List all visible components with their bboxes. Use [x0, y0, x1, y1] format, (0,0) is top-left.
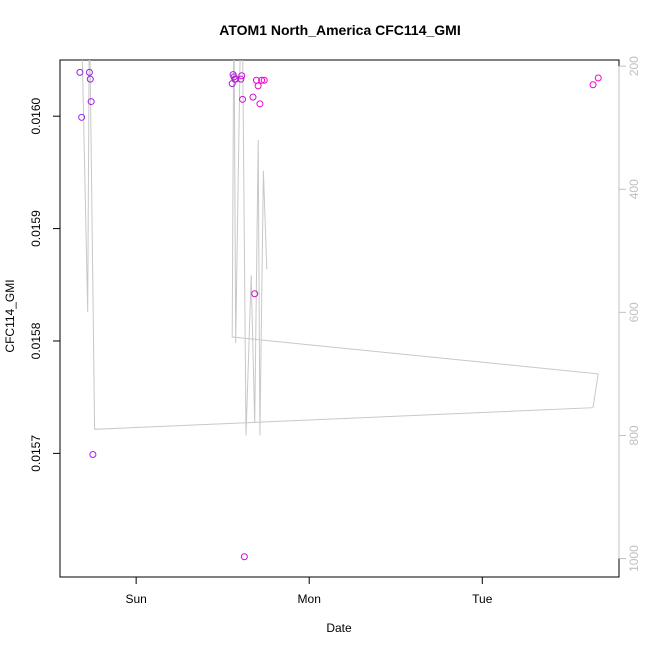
- data-point: [251, 290, 259, 298]
- data-point: [589, 81, 597, 89]
- data-point: [249, 93, 257, 101]
- x-tick-label: Mon: [298, 592, 321, 606]
- right-tick-label: 800: [627, 425, 641, 445]
- data-point: [258, 76, 266, 84]
- y-tick-label: 0.0157: [29, 435, 43, 472]
- data-point: [232, 75, 240, 83]
- y-tick-label: 0.0158: [29, 322, 43, 359]
- y-tick-label: 0.0159: [29, 210, 43, 247]
- data-point: [89, 450, 97, 458]
- data-point: [256, 100, 264, 108]
- data-point: [87, 98, 95, 106]
- point-layer: [76, 68, 602, 561]
- grey-line-series: [81, 60, 599, 436]
- x-axis-label: Date: [326, 621, 352, 635]
- data-point: [239, 95, 247, 103]
- y-axis-label: CFC114_GMI: [3, 279, 17, 352]
- x-tick-label: Sun: [125, 592, 146, 606]
- chart-title: ATOM1 North_America CFC114_GMI: [219, 22, 460, 38]
- right-tick-label: 200: [627, 56, 641, 76]
- right-tick-label: 1000: [627, 545, 641, 572]
- axis-layer: Sun Mon Tue 0.0157 0.0158 0.0159 0.0160 200 400 6…: [29, 56, 641, 606]
- data-point: [86, 75, 94, 83]
- data-point: [254, 82, 262, 90]
- data-point: [238, 72, 246, 80]
- data-point: [260, 76, 268, 84]
- data-point: [237, 75, 245, 83]
- data-point: [78, 113, 86, 121]
- data-point: [85, 68, 93, 76]
- y-tick-label: 0.0160: [29, 98, 43, 135]
- line-layer: [81, 60, 599, 436]
- right-tick-label: 600: [627, 302, 641, 322]
- right-tick-label: 400: [627, 179, 641, 199]
- data-point: [76, 68, 84, 76]
- plot-frame: [59, 59, 620, 578]
- data-point: [240, 553, 248, 561]
- x-tick-label: Tue: [472, 592, 493, 606]
- data-point: [594, 74, 602, 82]
